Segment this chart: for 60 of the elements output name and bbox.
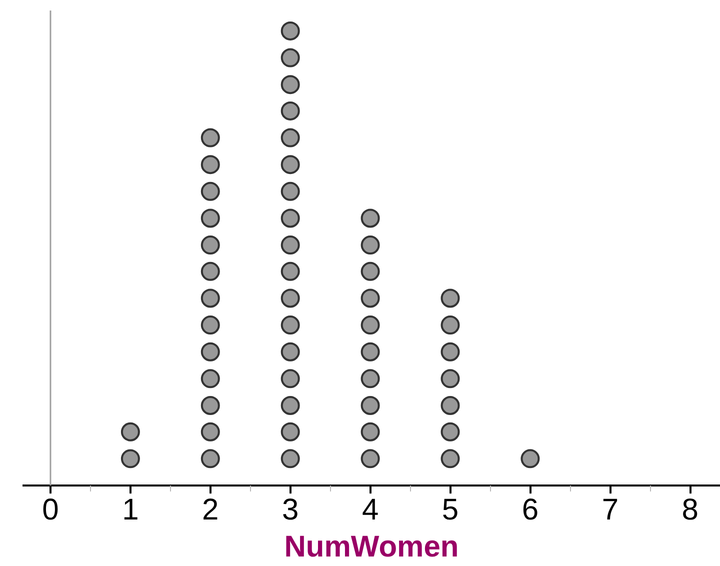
point — [360, 422, 380, 442]
point — [440, 369, 460, 388]
point — [280, 48, 300, 68]
point — [360, 236, 380, 255]
point — [280, 208, 300, 228]
point — [280, 262, 300, 281]
point — [280, 422, 300, 442]
point — [280, 449, 300, 468]
point — [200, 208, 220, 228]
point — [280, 342, 300, 362]
x-tick-label: 2 — [202, 494, 219, 526]
x-tick-label: 7 — [602, 494, 619, 526]
x-tick-label: 4 — [362, 494, 379, 526]
point — [200, 342, 220, 362]
point — [360, 342, 380, 362]
point — [200, 449, 220, 468]
x-tick-label: 6 — [522, 494, 539, 526]
point — [440, 449, 460, 468]
point — [280, 369, 300, 388]
point — [200, 262, 220, 281]
x-tick-label: 0 — [42, 494, 59, 526]
point — [200, 236, 220, 255]
point — [360, 208, 380, 228]
point — [440, 316, 460, 335]
point — [200, 316, 220, 335]
point — [200, 288, 220, 308]
point — [120, 422, 140, 442]
point — [200, 396, 220, 415]
point — [280, 288, 300, 308]
point — [200, 128, 220, 148]
x-tick-label: 8 — [682, 494, 698, 526]
point — [440, 396, 460, 415]
point — [440, 288, 460, 308]
point — [200, 422, 220, 442]
point — [200, 155, 220, 174]
point — [200, 369, 220, 388]
point — [360, 449, 380, 468]
point — [360, 369, 380, 388]
point — [280, 155, 300, 174]
x-axis-title: NumWomen — [284, 530, 459, 564]
x-tick-label: 3 — [282, 494, 299, 526]
point — [360, 396, 380, 415]
point — [440, 422, 460, 442]
point — [280, 182, 300, 201]
point — [520, 449, 540, 468]
x-tick-label: 5 — [442, 494, 459, 526]
point — [360, 262, 380, 281]
x-tick-label: 1 — [122, 494, 139, 526]
point — [360, 288, 380, 308]
point — [280, 236, 300, 255]
point — [440, 342, 460, 362]
point — [200, 182, 220, 201]
point — [280, 316, 300, 335]
point — [280, 128, 300, 148]
point — [280, 101, 300, 120]
point — [280, 21, 300, 40]
point — [120, 449, 140, 468]
point — [280, 75, 300, 94]
point — [280, 396, 300, 415]
point — [360, 316, 380, 335]
